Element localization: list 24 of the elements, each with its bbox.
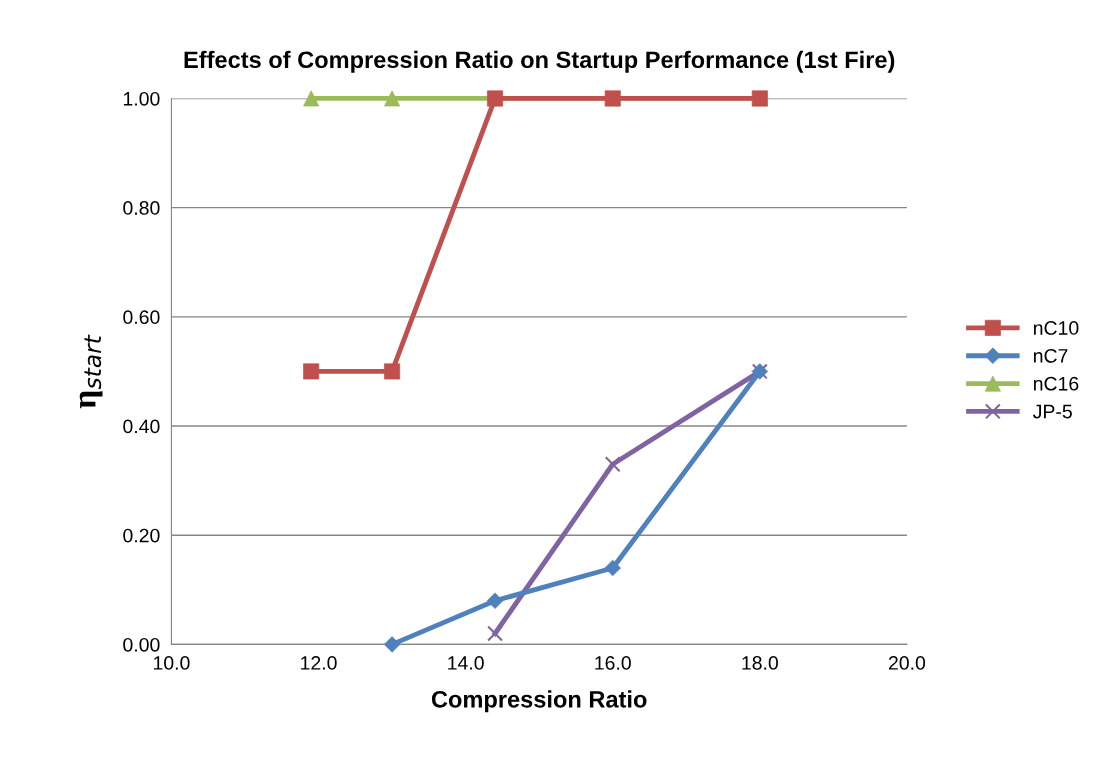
legend-label: nC10 <box>1034 321 1079 335</box>
legend-label: JP-5 <box>1033 404 1072 419</box>
legend-label: nC16 <box>1034 376 1079 391</box>
x-tick-label: 16.0 <box>595 656 631 670</box>
point <box>486 592 504 609</box>
x-tick-label: 18.0 <box>742 656 778 670</box>
x-tick-label: 10.0 <box>153 656 190 670</box>
point <box>384 363 401 380</box>
chart-title: Effects of Compression Ratio on Startup Performance (1st Fire) <box>184 50 895 73</box>
y-tick-label: 0.60 <box>123 310 160 325</box>
legend-label: nC7 <box>1034 348 1068 363</box>
y-tick-label: 0.00 <box>123 637 160 652</box>
point <box>604 456 621 473</box>
x-axis-title: Compression Ratio <box>431 690 647 713</box>
y-tick-label: 0.20 <box>123 528 160 543</box>
y-axis-title: η$_{start}$ <box>79 334 103 409</box>
x-tick-label: 20.0 <box>888 656 926 670</box>
y-tick-label: 1.00 <box>123 91 160 106</box>
y-tick-label: 0.80 <box>123 201 160 215</box>
x-tick-label: 12.0 <box>301 656 337 670</box>
point <box>487 625 504 642</box>
point <box>383 636 401 653</box>
x-tick-label: 14.0 <box>448 656 484 670</box>
y-tick-label: 0.40 <box>123 419 160 434</box>
